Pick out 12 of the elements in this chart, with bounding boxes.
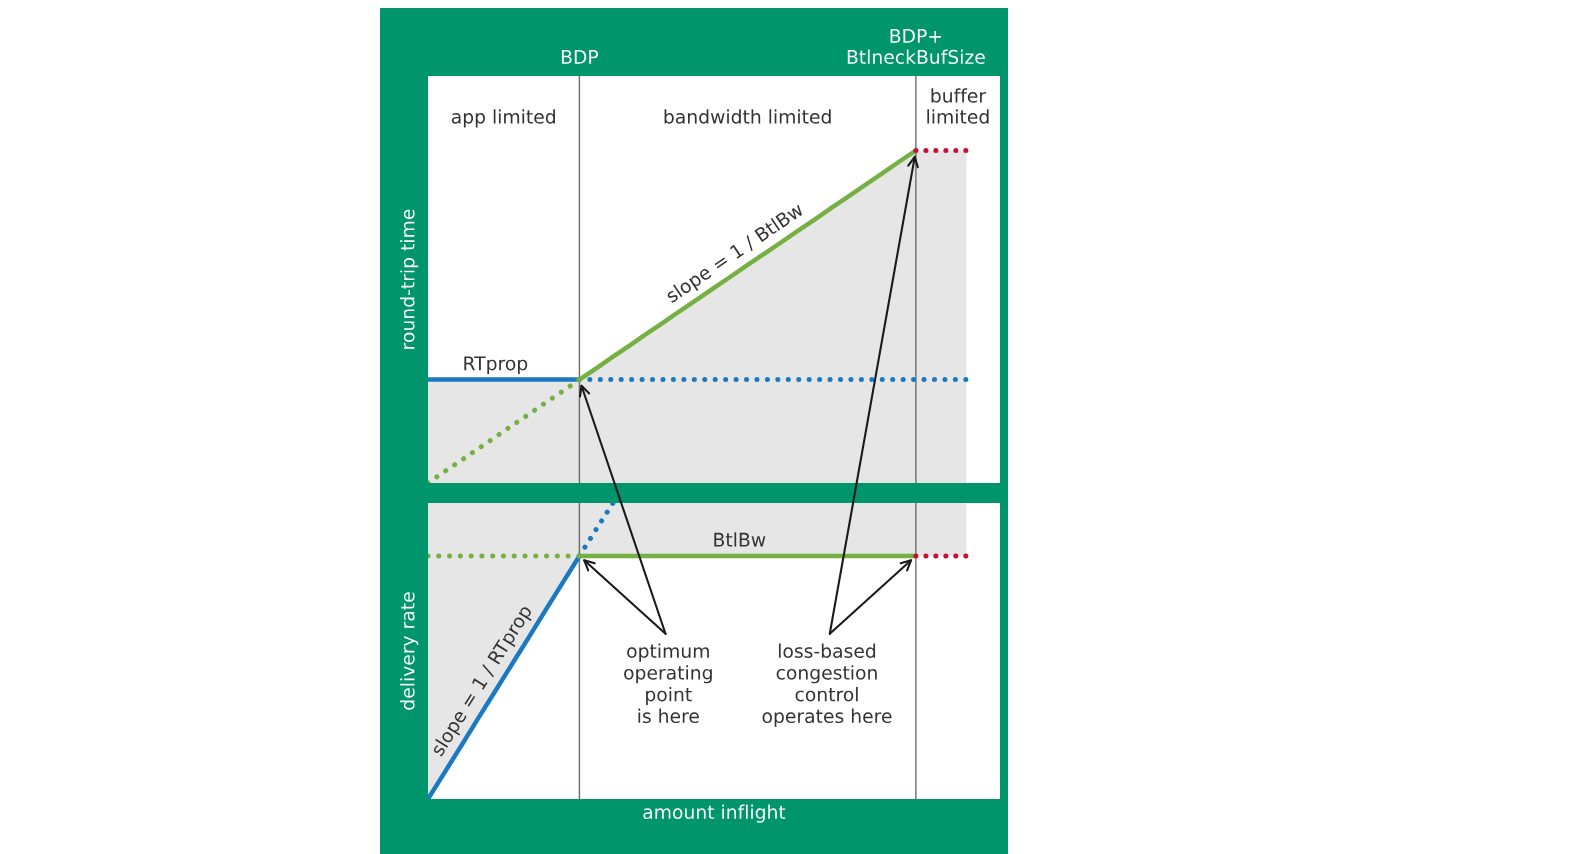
x-axis-title: amount inflight bbox=[643, 804, 786, 823]
series-label: BtlBw bbox=[714, 532, 766, 547]
y-axis-title: delivery rate bbox=[400, 592, 419, 710]
series-label: RTprop bbox=[464, 356, 528, 375]
x-tick-label: BDP bbox=[561, 50, 599, 64]
text: bandwidth limited bbox=[664, 109, 831, 124]
annotation: optimum operating point is here bbox=[624, 643, 712, 724]
y-axis-title: round-trip time bbox=[400, 209, 419, 349]
text: app limited bbox=[451, 109, 555, 128]
x-tick-label: BDP+ BtlneckBufSize bbox=[847, 29, 985, 65]
annotation: loss-based congestion control operates here bbox=[762, 643, 892, 727]
text: buffer limited bbox=[927, 88, 989, 124]
